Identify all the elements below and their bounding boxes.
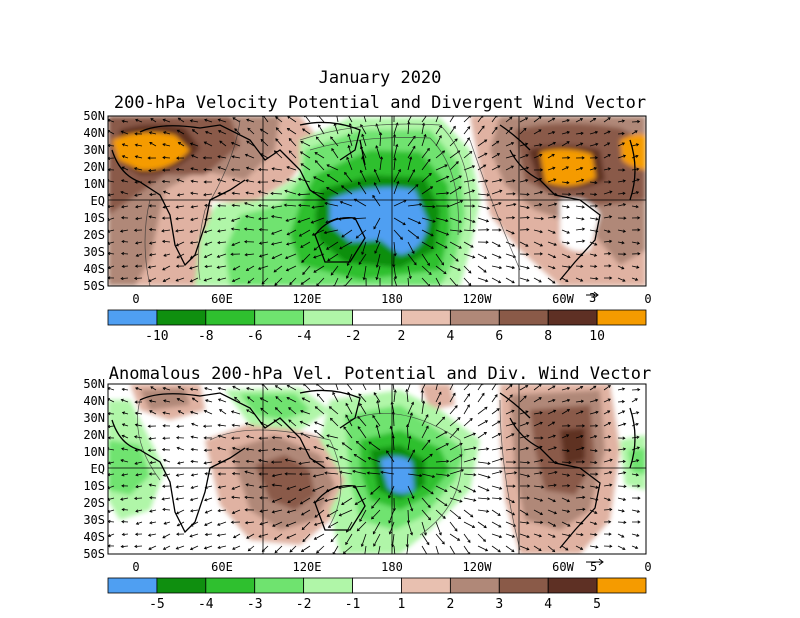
panel2-colorbar: -5 -4 -3 -2 -1 1 2 3 4 5 <box>107 577 647 612</box>
colorbar-swatch <box>303 577 353 594</box>
lon-label: 180 <box>381 292 403 306</box>
lat-label: 10S <box>83 211 105 225</box>
lat-label: 50N <box>83 109 105 123</box>
colorbar-label: 1 <box>398 597 406 612</box>
colorbar-label: -2 <box>345 329 361 344</box>
panel1-ref-vector: 3 <box>586 291 599 305</box>
colorbar-label: 2 <box>446 597 454 612</box>
colorbar-label: -3 <box>247 597 263 612</box>
lat-label: EQ <box>91 462 105 476</box>
panel1-lat-labels: 50N 40N 30N 20N 10N EQ 10S 20S 30S 40S 50S <box>83 109 105 293</box>
lat-label: 50S <box>83 279 105 293</box>
colorbar-label: 2 <box>398 329 406 344</box>
lon-label: 120E <box>293 560 322 574</box>
lat-label: 10S <box>83 479 105 493</box>
colorbar-label: 6 <box>495 329 503 344</box>
colorbar-swatch <box>205 309 256 326</box>
colorbar-label: -5 <box>149 597 165 612</box>
lon-label: 120W <box>463 560 493 574</box>
lat-label: 30N <box>83 411 105 425</box>
colorbar-swatch <box>596 577 647 594</box>
lon-label: 0 <box>132 560 139 574</box>
lat-label: 40N <box>83 394 105 408</box>
colorbar-swatch <box>547 577 598 594</box>
lon-label: 60W <box>552 560 574 574</box>
lon-label: 60W <box>552 292 574 306</box>
lon-label: 60E <box>211 560 233 574</box>
colorbar-swatch <box>449 577 500 594</box>
colorbar-swatch <box>352 309 402 326</box>
colorbar-swatch <box>498 577 549 594</box>
lat-label: 40S <box>83 530 105 544</box>
lat-label: 30N <box>83 143 105 157</box>
colorbar-label: -6 <box>247 329 263 344</box>
colorbar-label: 10 <box>589 329 605 344</box>
colorbar-label: -4 <box>296 329 312 344</box>
colorbar-label: 4 <box>446 329 454 344</box>
colorbar-label: -8 <box>198 329 214 344</box>
colorbar-swatch <box>596 309 647 326</box>
panel2-lon-labels: 0 60E 120E 180 120W 60W 0 <box>132 560 651 574</box>
lon-label: 0 <box>644 292 651 306</box>
panel1-title: 200-hPa Velocity Potential and Divergent… <box>113 93 647 113</box>
colorbar-swatch <box>401 309 451 326</box>
colorbar-swatch <box>498 309 549 326</box>
colorbar-swatch <box>547 309 598 326</box>
panel1-colorbar: -10 -8 -6 -4 -2 2 4 6 8 10 <box>107 309 647 344</box>
lon-label: 120E <box>293 292 322 306</box>
lat-label: 40S <box>83 262 105 276</box>
colorbar-swatch <box>254 577 305 594</box>
colorbar-label: 4 <box>544 597 552 612</box>
lat-label: 20N <box>83 160 105 174</box>
colorbar-swatch <box>401 577 451 594</box>
month-title: January 2020 <box>318 68 442 88</box>
lat-label: 10N <box>83 445 105 459</box>
colorbar-label: -10 <box>145 329 168 344</box>
lat-label: EQ <box>91 194 105 208</box>
lat-label: 30S <box>83 513 105 527</box>
colorbar-label: 8 <box>544 329 552 344</box>
colorbar-swatch <box>254 309 305 326</box>
lat-label: 20N <box>83 428 105 442</box>
lat-label: 20S <box>83 496 105 510</box>
lat-label: 50S <box>83 547 105 561</box>
panel1-lon-labels: 0 60E 120E 180 120W 60W 0 <box>132 292 651 306</box>
colorbar-label: -1 <box>345 597 361 612</box>
lon-label: 120W <box>463 292 493 306</box>
colorbar-swatch <box>156 577 207 594</box>
colorbar-label: 5 <box>593 597 601 612</box>
colorbar-swatch <box>107 577 158 594</box>
colorbar-swatch <box>107 309 158 326</box>
colorbar-swatch <box>205 577 256 594</box>
lat-label: 20S <box>83 228 105 242</box>
lon-label: 0 <box>644 560 651 574</box>
colorbar-swatch <box>449 309 500 326</box>
lon-label: 0 <box>132 292 139 306</box>
lat-label: 30S <box>83 245 105 259</box>
panel2-ref-vector-label: 5 <box>590 560 597 574</box>
panel2-fill <box>108 384 646 554</box>
colorbar-swatch <box>352 577 402 594</box>
lat-label: 10N <box>83 177 105 191</box>
panel2-ref-vector: 5 <box>586 558 604 574</box>
panel2-title: Anomalous 200-hPa Vel. Potential and Div… <box>108 364 652 384</box>
lat-label: 40N <box>83 126 105 140</box>
colorbar-swatch <box>303 309 353 326</box>
panel1-map <box>107 115 647 287</box>
lon-label: 60E <box>211 292 233 306</box>
panel1-fill <box>108 116 646 286</box>
panel2-map <box>107 383 647 555</box>
lat-label: 50N <box>83 377 105 391</box>
colorbar-label: -2 <box>296 597 312 612</box>
colorbar-swatch <box>156 309 207 326</box>
colorbar-label: 3 <box>495 597 503 612</box>
colorbar-label: -4 <box>198 597 214 612</box>
panel1-ref-vector-label: 3 <box>589 291 596 305</box>
panel2-lat-labels: 50N 40N 30N 20N 10N EQ 10S 20S 30S 40S 50S <box>83 377 105 561</box>
lon-label: 180 <box>381 560 403 574</box>
